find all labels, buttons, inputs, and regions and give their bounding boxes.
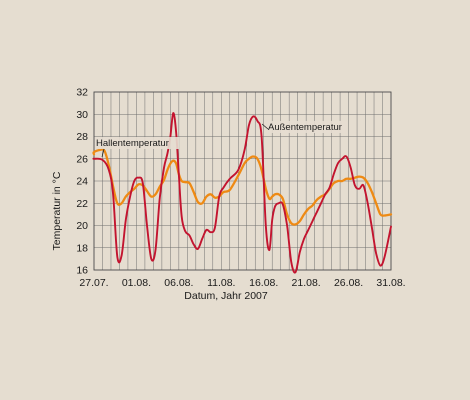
x-tick-label: 16.08. bbox=[249, 277, 278, 289]
y-tick-labels: 16 18 20 22 24 26 28 30 32 bbox=[76, 87, 88, 277]
plot-frame bbox=[93, 91, 392, 271]
x-axis-title: Datum, Jahr 2007 bbox=[184, 290, 268, 302]
x-tick-label: 01.08. bbox=[122, 277, 151, 289]
annotation-aussentemperatur: Außentemperatur bbox=[268, 122, 342, 133]
series-layer bbox=[92, 112, 393, 274]
y-tick-label: 24 bbox=[76, 176, 88, 188]
series-line-hallentemperatur bbox=[92, 148, 393, 226]
y-tick-label: 32 bbox=[76, 87, 88, 99]
x-tick-label: 27.07. bbox=[79, 277, 108, 289]
x-tick-label: 21.08. bbox=[292, 277, 321, 289]
x-tick-label: 11.08. bbox=[207, 277, 235, 289]
y-axis-title: Temperatur in °C bbox=[51, 171, 63, 250]
y-tick-label: 28 bbox=[76, 131, 88, 143]
y-tick-label: 16 bbox=[76, 265, 88, 277]
annotations: Hallentemperatur Außentemperatur bbox=[95, 121, 347, 158]
annotation-leader-aussen bbox=[261, 123, 269, 130]
x-tick-label: 06.08. bbox=[164, 277, 193, 289]
x-tick-label: 31.08. bbox=[376, 277, 405, 289]
y-tick-label: 20 bbox=[76, 220, 88, 232]
y-tick-label: 18 bbox=[76, 242, 88, 254]
y-tick-label: 26 bbox=[76, 153, 88, 165]
annotation-backdrop-aussen bbox=[267, 121, 347, 133]
annotation-hallentemperatur: Hallentemperatur bbox=[96, 138, 169, 149]
series-line-aussentemperatur bbox=[92, 112, 392, 274]
annotation-leader-hall bbox=[101, 148, 105, 158]
y-tick-label: 30 bbox=[76, 109, 88, 121]
x-tick-labels: 27.07. 01.08. 06.08. 11.08. 16.08. 21.08. 26.0… bbox=[79, 277, 405, 289]
y-tick-label: 22 bbox=[76, 198, 88, 210]
annotation-backdrop-hall bbox=[95, 137, 179, 149]
x-tick-label: 26.08. bbox=[334, 277, 363, 289]
